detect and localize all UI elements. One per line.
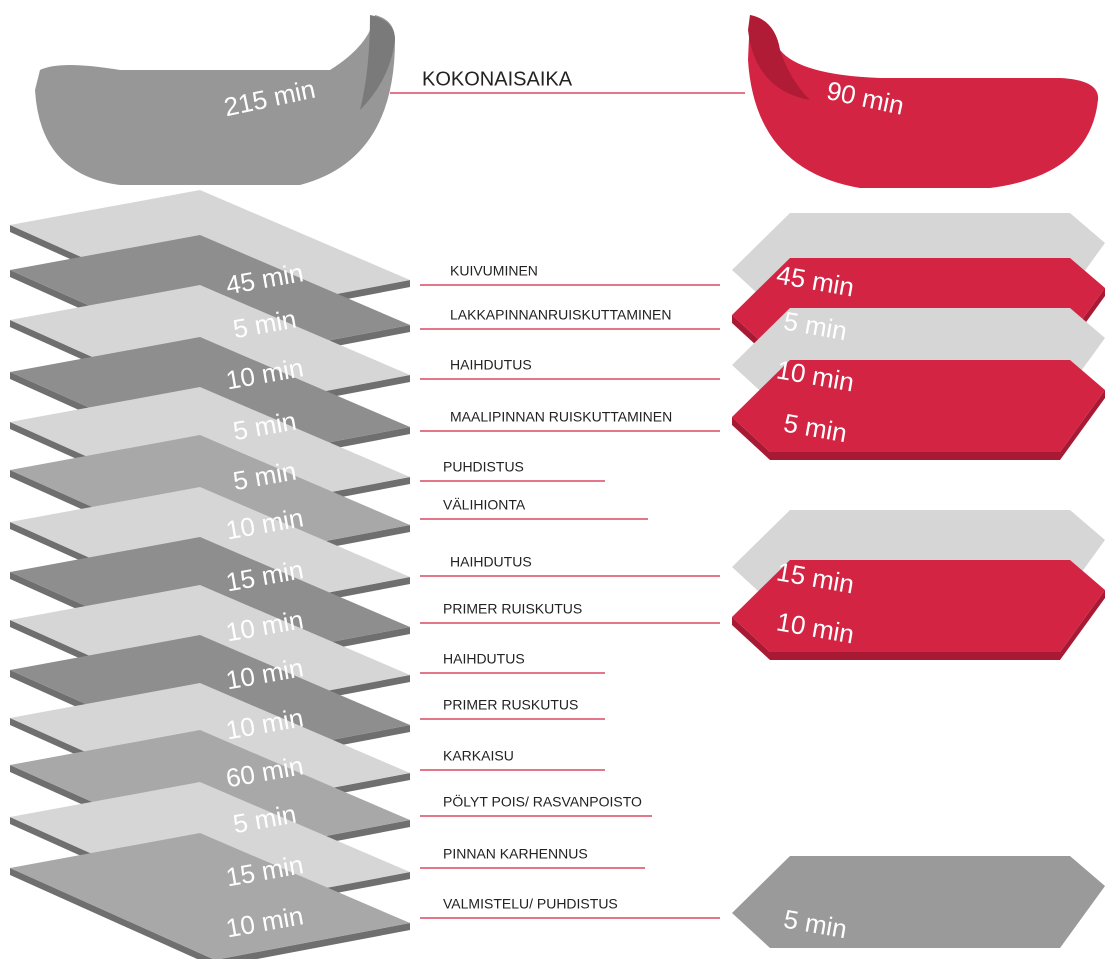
- plate: [732, 360, 1105, 452]
- plate-edge: [732, 390, 1105, 460]
- step-label: MAALIPINNAN RUISKUTTAMINEN: [450, 409, 672, 425]
- plate: [10, 833, 410, 959]
- step-label: HAIHDUTUS: [450, 554, 532, 570]
- step-label: PINNAN KARHENNUS: [443, 846, 588, 862]
- step-label: VÄLIHIONTA: [443, 497, 526, 513]
- step-label: HAIHDUTUS: [443, 651, 525, 667]
- right-stack: [732, 213, 1105, 948]
- plate: [732, 560, 1105, 652]
- step-label: KARKAISU: [443, 748, 514, 764]
- step-label: PRIMER RUSKUTUS: [443, 697, 578, 713]
- plate: [732, 856, 1105, 948]
- plate-edge: [732, 590, 1105, 660]
- step-label: PUHDISTUS: [443, 459, 524, 475]
- step-label: LAKKAPINNANRUISKUTTAMINEN: [450, 307, 671, 323]
- left-stack: [10, 190, 410, 959]
- right-bowl: [748, 15, 1099, 188]
- step-label: PRIMER RUISKUTUS: [443, 601, 582, 617]
- total-label: KOKONAISAIKA: [422, 68, 573, 90]
- step-label: VALMISTELU/ PUHDISTUS: [443, 896, 618, 912]
- step-label: HAIHDUTUS: [450, 357, 532, 373]
- step-label: PÖLYT POIS/ RASVANPOISTO: [443, 793, 642, 810]
- step-label: KUIVUMINEN: [450, 263, 538, 279]
- left-bowl: [35, 15, 395, 185]
